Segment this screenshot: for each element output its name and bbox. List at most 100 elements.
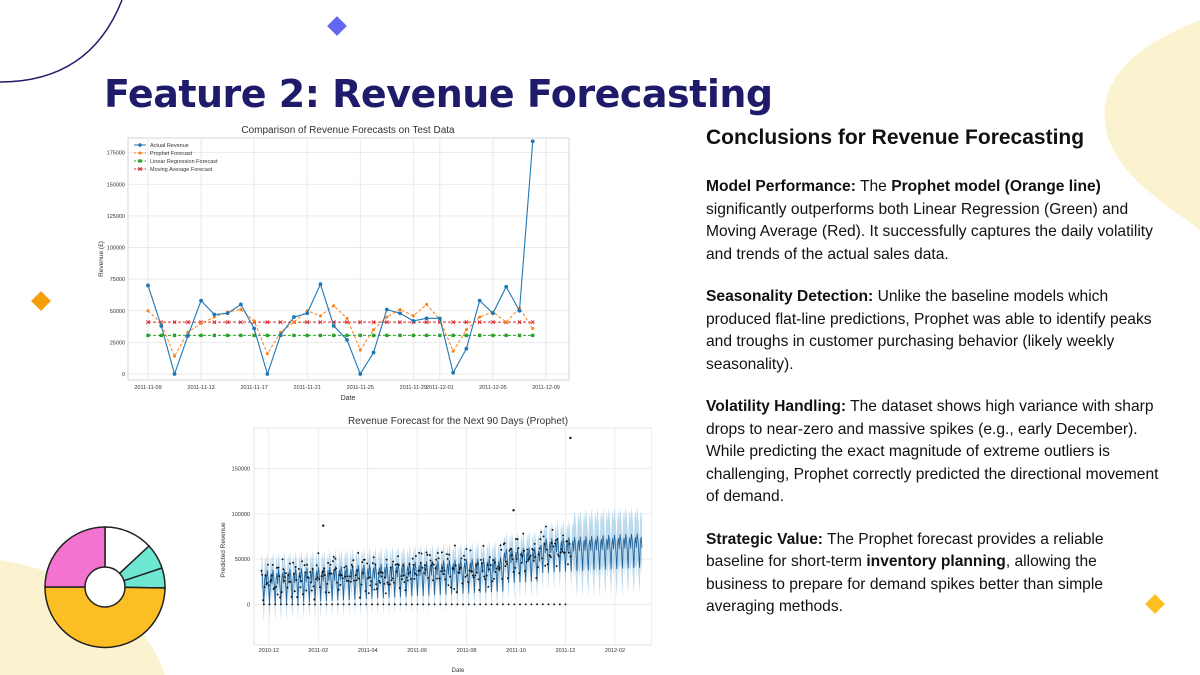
observed-point <box>301 593 304 596</box>
observed-point <box>290 595 293 598</box>
observed-point <box>400 575 403 578</box>
observed-point <box>336 581 338 584</box>
observed-point <box>394 563 397 566</box>
observed-point <box>452 568 455 571</box>
point-linear-regression-forecast <box>199 333 203 338</box>
point-prophet-forecast <box>531 326 535 330</box>
observed-point <box>427 603 430 606</box>
observed-point <box>536 566 539 569</box>
observed-point <box>359 603 362 606</box>
observed-point <box>480 558 482 561</box>
observed-point <box>497 568 500 571</box>
observed-point <box>433 603 436 606</box>
point-actual-revenue <box>504 284 509 289</box>
point-actual-revenue <box>477 298 482 303</box>
legend-label: Actual Revenue <box>150 143 189 149</box>
point-actual-revenue <box>517 308 522 313</box>
observed-point <box>353 603 356 606</box>
observed-point <box>544 564 547 567</box>
chart1-xlabel: Date <box>341 395 356 402</box>
observed-point <box>349 575 352 578</box>
legend-actual-revenue: Actual Revenue <box>134 143 189 149</box>
observed-point <box>297 568 300 570</box>
observed-point <box>311 568 314 571</box>
chart1-xtick-label: 2011-12-01 <box>426 385 454 391</box>
conclusion-model-performance: Model Performance: The Prophet model (Or… <box>706 178 1153 263</box>
point-moving-average-forecast <box>344 320 350 325</box>
point-linear-regression-forecast <box>504 333 508 338</box>
observed-point <box>549 554 552 557</box>
chart2-title: Revenue Forecast for the Next 90 Days (P… <box>348 416 568 427</box>
slide-title: Feature 2: Revenue Forecasting <box>104 72 773 116</box>
observed-point <box>275 585 278 588</box>
point-linear-regression-forecast <box>225 333 230 338</box>
observed-point <box>481 570 484 573</box>
observed-point <box>406 576 408 579</box>
point-linear-regression-forecast <box>424 333 429 338</box>
observed-point <box>345 579 348 582</box>
point-actual-revenue <box>159 324 164 328</box>
observed-point <box>440 551 443 554</box>
observed-point <box>308 603 311 606</box>
point-prophet-forecast <box>504 320 508 324</box>
observed-point <box>483 575 486 578</box>
conclusion-strategic-value: Strategic Value: The Prophet forecast pr… <box>706 530 1104 616</box>
observed-point <box>343 566 346 569</box>
observed-point <box>418 551 421 554</box>
point-moving-average-forecast <box>145 320 151 325</box>
observed-point <box>523 570 526 572</box>
observed-point <box>366 577 369 580</box>
observed-point <box>564 603 567 606</box>
observed-point <box>349 580 352 583</box>
observed-point <box>325 603 328 606</box>
observed-point <box>484 578 486 581</box>
observed-point <box>454 544 456 547</box>
observed-point <box>414 554 417 557</box>
chart2-xtick-label: 2011-12 <box>556 648 576 654</box>
observed-point <box>367 592 370 595</box>
point-prophet-forecast <box>425 302 429 306</box>
observed-point <box>430 564 433 567</box>
donut-slice-pink <box>44 526 106 588</box>
donut-pie-decoration <box>44 526 166 649</box>
observed-point <box>262 603 265 606</box>
point-actual-revenue <box>345 337 349 342</box>
observed-point <box>353 579 356 582</box>
observed-point <box>306 563 308 566</box>
observed-point <box>512 571 515 573</box>
observed-point <box>494 571 497 574</box>
observed-point <box>449 586 452 589</box>
series-line-prophet-forecast <box>147 303 534 358</box>
prophet-90-day-forecast-chart: Revenue Forecast for the Next 90 Days (P… <box>220 416 652 674</box>
observed-point <box>516 538 519 541</box>
observed-point <box>377 572 380 575</box>
observed-point <box>358 577 360 580</box>
point-moving-average-forecast <box>265 320 270 325</box>
observed-point <box>408 563 411 566</box>
point-linear-regression-forecast <box>464 333 469 338</box>
observed-point <box>487 585 490 588</box>
observed-point <box>461 582 464 585</box>
observed-point <box>535 576 538 579</box>
observed-point <box>407 572 410 575</box>
comparison-forecast-chart: Comparison of Revenue Forecasts on Test … <box>98 125 570 402</box>
point-actual-revenue <box>331 324 336 328</box>
observed-point <box>499 544 502 547</box>
observed-point <box>331 603 334 606</box>
observed-point <box>397 563 400 566</box>
point-prophet-forecast <box>451 349 455 353</box>
point-actual-revenue <box>199 298 203 303</box>
observed-point <box>425 551 428 554</box>
observed-point <box>348 603 351 606</box>
observed-point <box>262 599 264 602</box>
chart1-ytick-label: 0 <box>122 372 125 378</box>
observed-point <box>528 556 531 559</box>
point-prophet-forecast <box>478 315 482 319</box>
observed-point <box>541 557 543 560</box>
point-actual-revenue <box>398 311 402 316</box>
chart2-xtick-label: 2011-10 <box>506 648 526 654</box>
donut-slice-yellow <box>44 586 166 649</box>
observed-point <box>403 581 406 584</box>
observed-outlier-point <box>322 524 325 527</box>
observed-outlier-point <box>512 509 515 512</box>
